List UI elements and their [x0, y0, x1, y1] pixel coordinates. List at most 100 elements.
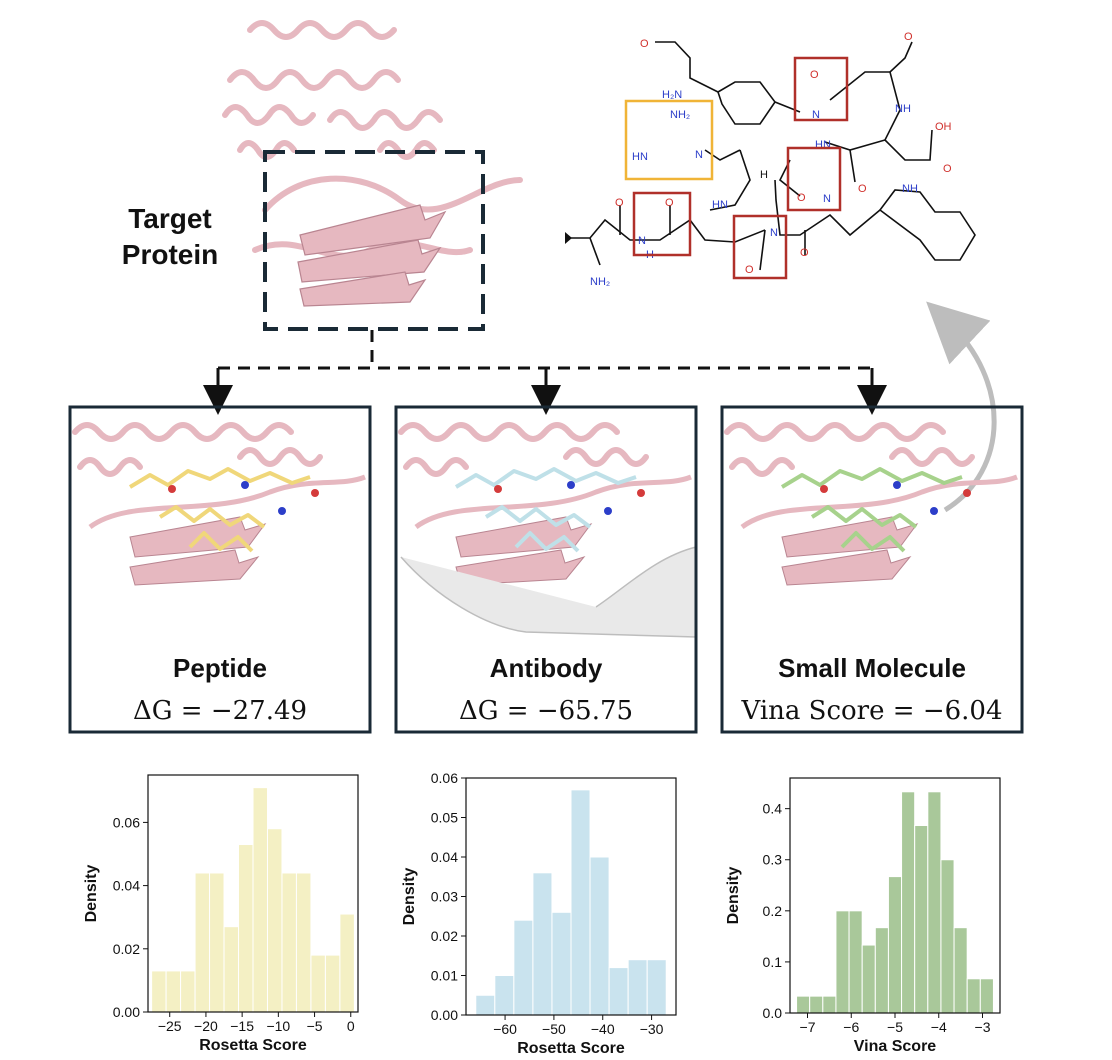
histogram-2: −60 −50 −40 −30 0.00 0.01 0.02 0.03 0.04 0.05 0.06…	[401, 770, 677, 1057]
histogram-bar	[848, 910, 863, 1014]
histogram-bar	[608, 967, 629, 1016]
svg-text:O: O	[665, 197, 674, 209]
histogram-bar	[223, 926, 240, 1013]
svg-text:O: O	[904, 31, 913, 43]
y-axis-label: Density	[401, 868, 418, 926]
histogram-bar	[966, 978, 981, 1014]
svg-text:O: O	[858, 183, 867, 195]
histogram-bar	[310, 954, 326, 1013]
panel-metric: ΔG = −65.75	[459, 696, 633, 726]
x-tick-label: −25	[158, 1018, 182, 1034]
svg-text:O: O	[810, 69, 819, 81]
histogram-bar	[627, 959, 648, 1016]
x-tick-label: −7	[800, 1019, 816, 1035]
panel-metric-prefix: Vina Score =	[741, 696, 923, 726]
histogram-bar	[589, 856, 610, 1016]
panel-ligand-illustration	[128, 467, 319, 553]
histogram-bar	[874, 927, 889, 1014]
histogram-bar	[914, 825, 929, 1014]
y-tick-label: 0.01	[431, 968, 458, 984]
svg-text:H: H	[760, 169, 768, 181]
histogram-bar	[532, 872, 553, 1016]
histogram-bar	[570, 789, 591, 1016]
svg-text:H₂N: H₂N	[662, 89, 682, 101]
svg-text:O: O	[797, 192, 806, 204]
amide-box-1	[793, 56, 849, 122]
y-tick-label: 0.4	[763, 801, 783, 817]
plot-frame	[147, 774, 359, 1013]
histogram-bar	[835, 910, 850, 1014]
svg-text:HN: HN	[632, 151, 648, 163]
dashed-connectors	[218, 330, 872, 370]
svg-text:N: N	[695, 149, 703, 161]
svg-text:NH: NH	[895, 103, 911, 115]
histogram-bar	[940, 859, 955, 1014]
y-tick-label: 0.00	[431, 1007, 458, 1023]
svg-text:N: N	[638, 235, 646, 247]
x-axis-label: Vina Score	[854, 1038, 937, 1055]
x-tick-label: −40	[591, 1021, 615, 1037]
histogram-bar	[165, 970, 182, 1013]
histogram-bar	[266, 828, 283, 1013]
x-tick-label: −6	[843, 1019, 859, 1035]
svg-text:NH₂: NH₂	[590, 276, 610, 288]
histogram-bar	[494, 975, 515, 1016]
x-tick-label: −50	[542, 1021, 566, 1037]
histogram-bar	[209, 872, 225, 1013]
histogram-1: −25 −20 −15 −10 −5 0 0.00 0.02 0.04 0.06 Rosetta S…	[83, 774, 359, 1054]
histogram-bar	[339, 913, 355, 1013]
histogram-bar	[194, 872, 211, 1013]
panel-title: Small Molecule	[778, 653, 966, 683]
histogram-bar	[295, 872, 312, 1013]
svg-text:NH₂: NH₂	[670, 109, 690, 121]
panel-metric: Vina Score = −6.04	[741, 696, 1003, 726]
panel-metric-value: −65.75	[537, 696, 633, 726]
x-tick-label: −5	[307, 1018, 323, 1034]
x-tick-label: −10	[266, 1018, 290, 1034]
panel-ligand-illustration	[780, 467, 971, 553]
x-axis-label: Rosetta Score	[199, 1037, 307, 1054]
y-tick-label: 0.02	[431, 928, 458, 944]
histogram-bar	[822, 995, 837, 1014]
molecule-structure: O O O OH O O O O O O O H₂N NH₂ HN N NH N…	[565, 31, 976, 288]
svg-text:N: N	[770, 227, 778, 239]
y-tick-label: 0.04	[113, 878, 140, 894]
y-tick-label: 0.06	[113, 814, 140, 830]
panel-frame	[394, 405, 698, 734]
x-tick-label: −4	[931, 1019, 947, 1035]
x-tick-label: −5	[887, 1019, 903, 1035]
binding-site-dashed-box	[263, 150, 485, 331]
svg-text:HN: HN	[712, 199, 728, 211]
ligand-panel-2: Antibody ΔG = −65.75	[394, 405, 698, 734]
panel-title: Antibody	[490, 653, 603, 683]
histogram-bar	[324, 954, 341, 1013]
x-tick-label: 0	[347, 1018, 355, 1034]
histogram-bar	[927, 791, 942, 1014]
histogram-bar	[887, 876, 903, 1014]
guanidine-box	[624, 99, 714, 181]
histogram-bar	[809, 995, 824, 1014]
histogram-bar	[252, 787, 268, 1013]
y-tick-label: 0.04	[431, 849, 458, 865]
y-tick-label: 0.00	[113, 1004, 140, 1020]
amide-box-2	[786, 146, 842, 212]
svg-text:NH: NH	[902, 183, 918, 195]
ligand-panel-3: Small Molecule Vina Score = −6.04	[720, 405, 1024, 734]
ligand-panels: Peptide ΔG = −27.49 Antibody ΔG = −65.75 Sma…	[68, 405, 1024, 734]
histogram-bar	[475, 994, 496, 1016]
panel-frame	[720, 405, 1024, 734]
svg-text:N: N	[812, 109, 820, 121]
svg-text:O: O	[800, 247, 809, 259]
panel-metric: ΔG = −27.49	[133, 696, 307, 726]
panel-ligand-illustration	[454, 467, 645, 553]
svg-text:O: O	[943, 163, 952, 175]
x-tick-label: −30	[640, 1021, 664, 1037]
histogram-bar	[551, 911, 572, 1016]
panel-title: Peptide	[173, 653, 267, 683]
target-label-line1: Target	[128, 203, 212, 234]
histogram-bar	[513, 919, 534, 1016]
y-tick-label: 0.3	[763, 852, 783, 868]
amide-box-4	[732, 214, 788, 280]
histogram-bar	[646, 959, 667, 1016]
